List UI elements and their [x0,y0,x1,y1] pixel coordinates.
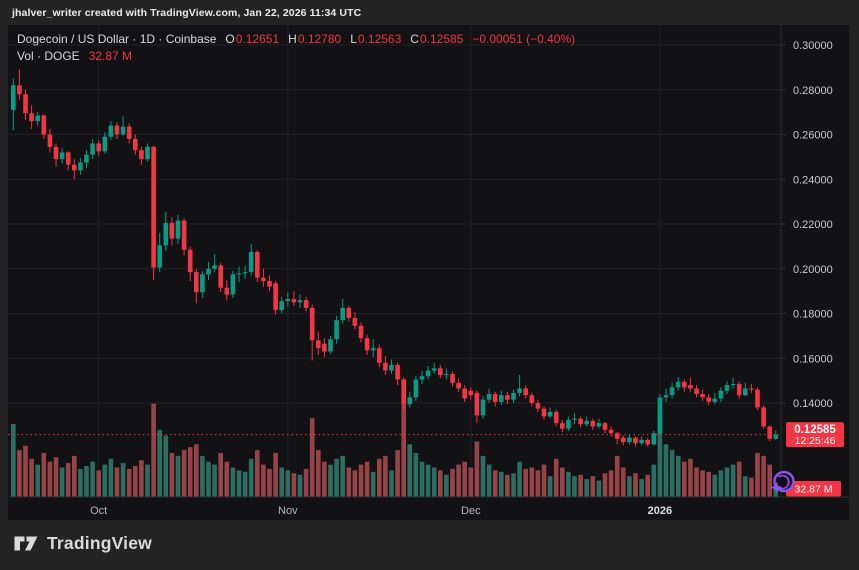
svg-text:0.26000: 0.26000 [793,130,833,142]
low-value: L 0.12563 [350,32,402,46]
chart-background[interactable] [8,25,849,520]
svg-text:0.16000: 0.16000 [793,353,833,365]
svg-text:0.24000: 0.24000 [793,174,833,186]
attribution-bar: jhalver_writer created with TradingView.… [0,0,859,25]
svg-text:12:25:46: 12:25:46 [795,435,836,447]
volume-badge: 32.87 M [786,481,841,497]
svg-text:Oct: Oct [90,505,107,517]
price-axis[interactable]: 0.30000 0.28000 0.26000 0.24000 0.22000 0.200… [781,40,833,410]
svg-text:0.28000: 0.28000 [793,85,833,97]
volume-bars [11,403,779,497]
axis-borders [8,25,849,498]
close-value: C 0.12585 [410,32,464,46]
chart-panel[interactable]: 0.30000 0.28000 0.26000 0.24000 0.22000 0.200… [8,25,849,520]
svg-text:0.14000: 0.14000 [793,398,833,410]
candle-series [11,69,779,447]
symbol-legend: Dogecoin / US Dollar · 1D · Coinbase O 0.… [17,32,575,46]
footer-branding[interactable]: TradingView [14,533,152,554]
volume-legend: Vol · DOGE 32.87 M [17,49,132,63]
change-value: −0.00051 (−0.40%) [472,32,576,46]
time-axis[interactable]: Oct Nov Dec 2026 [90,505,672,517]
volume-label: Vol · DOGE [17,49,80,63]
candlestick-chart[interactable]: 0.30000 0.28000 0.26000 0.24000 0.22000 0.200… [8,25,849,520]
high-value: H 0.12780 [288,32,342,46]
svg-text:0.18000: 0.18000 [793,309,833,321]
svg-text:0.12585: 0.12585 [794,424,836,436]
svg-text:2026: 2026 [648,505,672,517]
tradingview-logo-text: TradingView [47,533,152,553]
svg-text:Nov: Nov [278,505,298,517]
symbol-title: Dogecoin / US Dollar · 1D · Coinbase [17,32,217,46]
sticker-icon [770,470,795,494]
svg-text:0.22000: 0.22000 [793,219,833,231]
tradingview-logo-icon [14,536,38,551]
svg-text:0.30000: 0.30000 [793,40,833,52]
volume-value: 32.87 M [88,49,133,63]
attribution-text: jhalver_writer created with TradingView.… [12,6,362,19]
svg-text:32.87 M: 32.87 M [795,484,833,496]
open-value: O 0.12651 [225,32,280,46]
svg-text:Dec: Dec [461,505,481,517]
svg-text:0.20000: 0.20000 [793,264,833,276]
